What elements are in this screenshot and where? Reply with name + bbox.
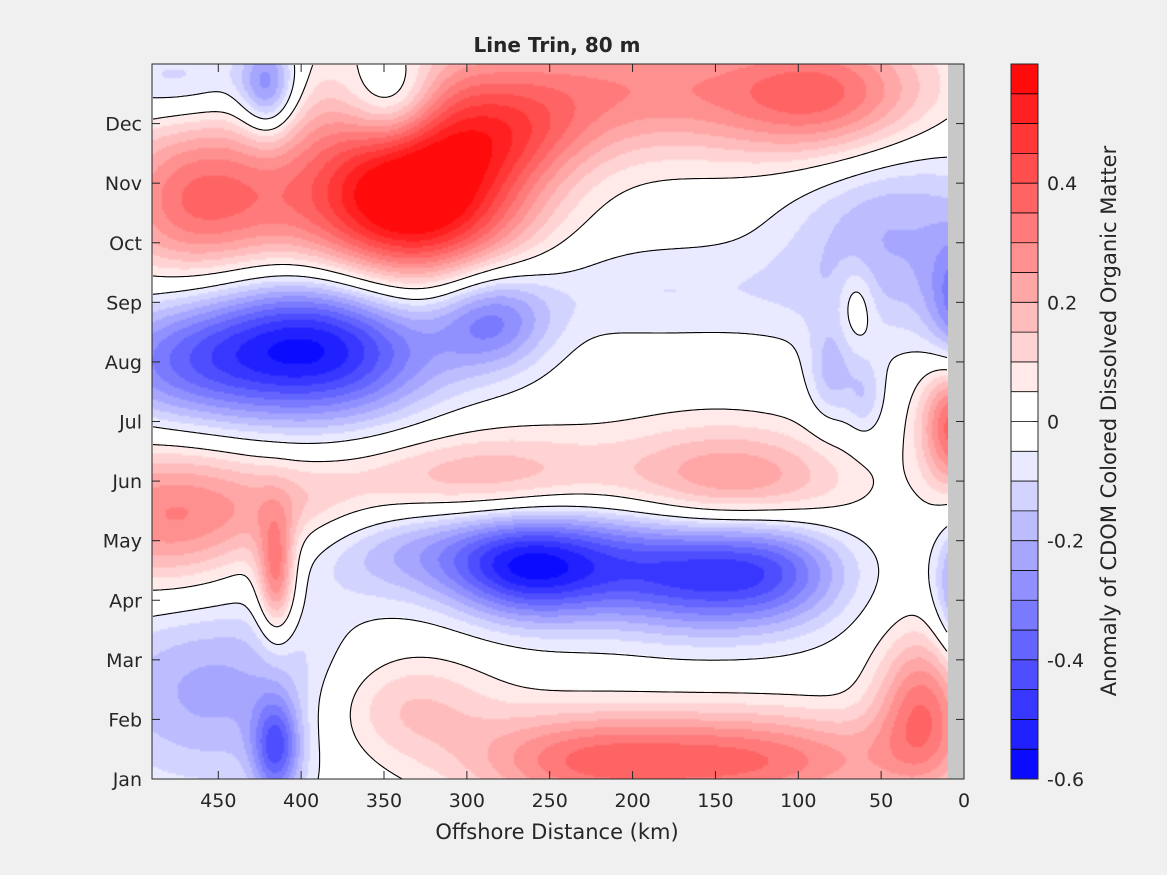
colorbar: -0.6 -0.4 -0.2 0 0.2 0.4 Anomaly of CDOM Colo…	[1010, 63, 1121, 791]
x-tick-label: 200	[614, 790, 650, 812]
colorbar-band	[1011, 361, 1038, 393]
colorbar-tick-label: -0.4	[1047, 650, 1084, 672]
y-tick-label: Apr	[109, 590, 142, 612]
x-axis: 450 400 350 300 250 200 150 100 50 0	[200, 64, 970, 812]
colorbar-band	[1011, 272, 1038, 303]
colorbar-tick-label: 0.4	[1047, 173, 1077, 195]
y-tick-label: Aug	[105, 352, 142, 374]
colorbar-band	[1011, 540, 1038, 571]
zero-contour-lines	[152, 64, 948, 779]
y-tick-label: Sep	[106, 292, 142, 314]
x-tick-label: 400	[283, 790, 319, 812]
y-tick-label: Jan	[112, 769, 142, 791]
colorbar-band	[1011, 689, 1038, 720]
plot-area	[151, 63, 965, 780]
x-tick-label: 350	[366, 790, 402, 812]
colorbar-band	[1011, 302, 1038, 333]
colorbar-label: Anomaly of CDOM Colored Dissolved Organi…	[1097, 145, 1121, 696]
y-tick-label: Mar	[106, 650, 142, 672]
colorbar-band	[1011, 659, 1038, 690]
colorbar-band	[1011, 391, 1038, 422]
x-tick-label: 300	[449, 790, 485, 812]
colorbar-tick-label: 0.2	[1047, 292, 1077, 314]
contour-line-upper	[152, 64, 948, 779]
contour-line-lower	[152, 64, 948, 779]
colorbar-band	[1011, 451, 1038, 482]
chart-title: Line Trin, 80 m	[474, 33, 641, 57]
colorbar-band	[1011, 570, 1038, 601]
colorbar-band	[1011, 749, 1038, 780]
y-tick-label: Dec	[105, 114, 142, 136]
y-tick-label: May	[103, 531, 142, 553]
colorbar-band	[1011, 481, 1038, 512]
y-tick-label: Jun	[111, 471, 142, 493]
colorbar-tick-label: -0.2	[1047, 531, 1084, 553]
colorbar-band	[1011, 153, 1038, 184]
colorbar-band	[1011, 332, 1038, 363]
colorbar-band	[1011, 600, 1038, 631]
y-tick-label: Feb	[108, 709, 142, 731]
y-axis: Jan Feb Mar Apr May Jun Jul Aug Sep Oct Nov Dec	[103, 114, 964, 791]
colorbar-band	[1011, 719, 1038, 750]
x-tick-label: 150	[697, 790, 733, 812]
colorbar-tick-label: -0.6	[1047, 769, 1084, 791]
colorbar-band	[1011, 421, 1038, 452]
colorbar-band	[1011, 183, 1038, 214]
colorbar-band	[1011, 242, 1038, 273]
colorbar-band	[1011, 93, 1038, 124]
y-tick-label: Jul	[118, 412, 142, 434]
colorbar-band	[1011, 212, 1038, 244]
x-axis-label: Offshore Distance (km)	[435, 820, 678, 844]
colorbar-band	[1011, 123, 1038, 154]
contour-field	[152, 64, 948, 779]
x-tick-label: 250	[532, 790, 568, 812]
x-tick-label: 50	[869, 790, 893, 812]
colorbar-band	[1011, 510, 1038, 541]
y-tick-label: Nov	[105, 173, 142, 195]
colorbar-bands	[1011, 64, 1038, 780]
colorbar-ticks: -0.6 -0.4 -0.2 0 0.2 0.4	[1033, 173, 1084, 791]
colorbar-band	[1011, 630, 1038, 661]
colorbar-band	[1011, 64, 1038, 95]
y-tick-label: Oct	[109, 233, 142, 255]
colorbar-tick-label: 0	[1047, 412, 1059, 434]
x-tick-label: 100	[780, 790, 816, 812]
x-tick-label: 0	[958, 790, 970, 812]
x-tick-label: 450	[200, 790, 236, 812]
